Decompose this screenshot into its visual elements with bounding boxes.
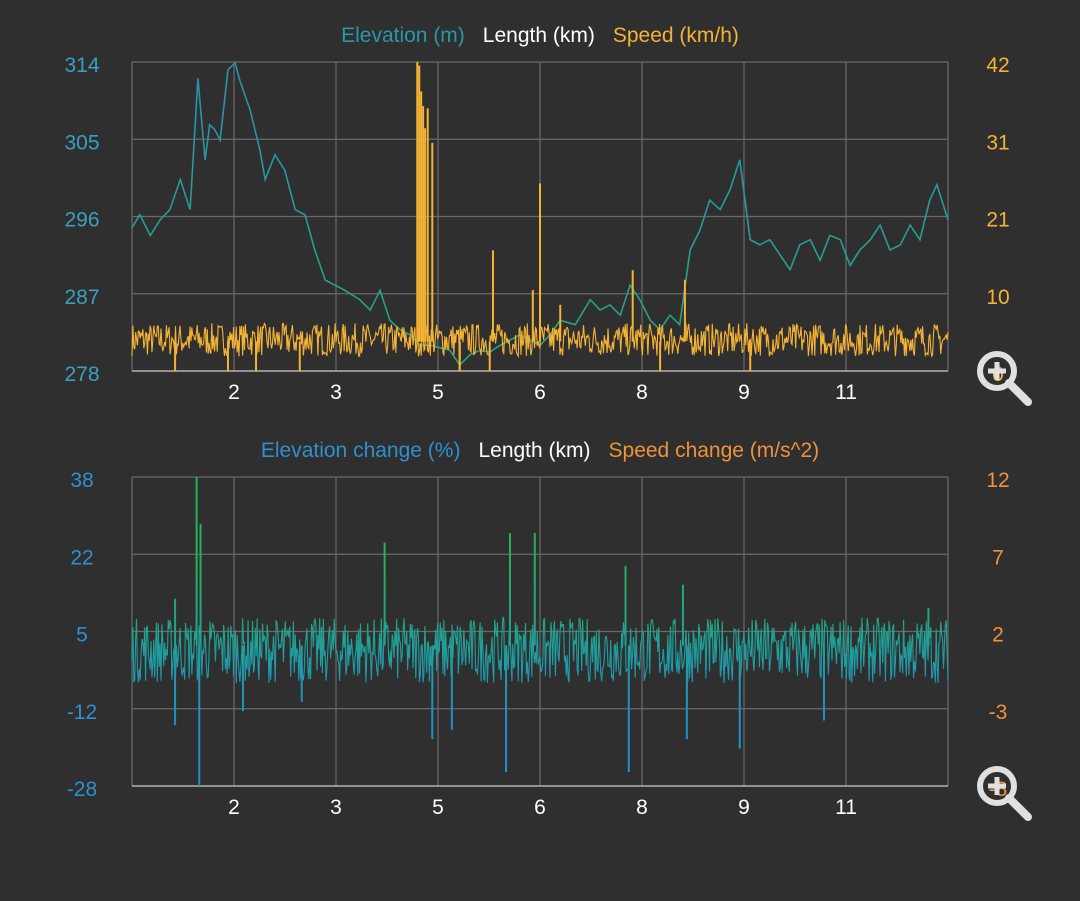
zoom-in-button-top[interactable] (970, 344, 1034, 408)
elevation-speed-chart: Elevation (m) Length (km) Speed (km/h) 2 3 5 6… (64, 24, 1009, 404)
legend-item: Speed change (m/s^2) (609, 439, 820, 462)
y-left-tick-label: -28 (67, 778, 97, 801)
legend: Elevation change (%) Length (km) Speed cha… (261, 439, 819, 462)
y-left-tick-label: 296 (64, 209, 99, 232)
y-left-tick-label: 305 (64, 131, 99, 154)
legend-item: Elevation (m) (341, 24, 465, 47)
y-right-tick-label: 12 (986, 469, 1009, 492)
y-left-tick-label: 287 (64, 286, 99, 309)
y-right-tick-label: 7 (992, 546, 1004, 569)
y-left-tick-label: 278 (64, 363, 99, 386)
y-left-tick-label: -12 (67, 701, 97, 724)
zoom-in-icon (977, 351, 1032, 406)
y-left-tick-label: 38 (70, 469, 93, 492)
y-right-tick-label: 21 (986, 209, 1009, 232)
y-left-tick-label: 22 (70, 546, 93, 569)
y-left-tick-label: 5 (76, 624, 88, 647)
x-tick-label: 8 (636, 796, 648, 819)
x-tick-label: 8 (636, 381, 648, 404)
y-right-tick-label: 31 (986, 131, 1009, 154)
speed-line (131, 322, 949, 359)
x-tick-label: 3 (330, 796, 342, 819)
legend: Elevation (m) Length (km) Speed (km/h) (341, 24, 739, 47)
zoom-in-icon (977, 766, 1032, 821)
x-tick-label: 5 (432, 381, 444, 404)
x-tick-label: 6 (534, 796, 546, 819)
x-tick-label: 11 (835, 381, 857, 404)
x-tick-label: 6 (534, 381, 546, 404)
y-right-tick-label: 2 (992, 624, 1004, 647)
elevation-change-line (131, 616, 949, 684)
legend-item: Length (km) (478, 439, 590, 462)
legend-item: Elevation change (%) (261, 439, 461, 462)
legend-item: Speed (km/h) (613, 24, 739, 47)
x-tick-label: 5 (432, 796, 444, 819)
x-tick-label: 3 (330, 381, 342, 404)
y-left-tick-label: 314 (64, 54, 99, 77)
y-right-tick-label: 10 (986, 286, 1009, 309)
elevation-change-chart: Elevation change (%) Length (km) Speed cha… (67, 439, 1010, 819)
x-tick-label: 9 (738, 381, 750, 404)
y-right-tick-label: 42 (986, 54, 1009, 77)
x-tick-label: 2 (228, 381, 240, 404)
legend-item: Length (km) (483, 24, 595, 47)
zoom-in-button-bottom[interactable] (970, 759, 1034, 823)
x-tick-label: 11 (835, 796, 857, 819)
x-tick-label: 9 (738, 796, 750, 819)
x-tick-label: 2 (228, 796, 240, 819)
y-right-tick-label: -3 (989, 701, 1008, 724)
